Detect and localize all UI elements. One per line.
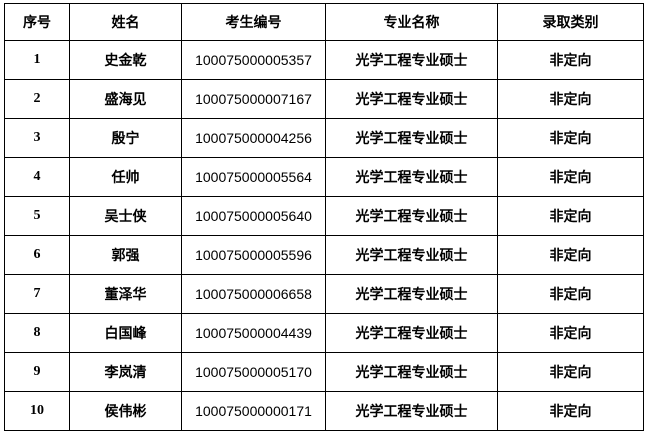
cell-name: 李岚清	[69, 352, 182, 392]
header-name: 姓名	[69, 3, 182, 41]
cell-name: 郭强	[69, 235, 182, 275]
table-row: 8 白国峰 100075000004439 光学工程专业硕士 非定向	[4, 313, 644, 353]
cell-major: 光学工程专业硕士	[325, 274, 498, 314]
cell-id: 100075000005564	[181, 157, 326, 197]
cell-name: 白国峰	[69, 313, 182, 353]
cell-type: 非定向	[497, 352, 644, 392]
table-row: 1 史金乾 100075000005357 光学工程专业硕士 非定向	[4, 40, 644, 80]
header-row: 序号 姓名 考生编号 专业名称 录取类别	[4, 3, 644, 41]
cell-name: 史金乾	[69, 40, 182, 80]
cell-type: 非定向	[497, 118, 644, 158]
header-id: 考生编号	[181, 3, 326, 41]
table-row: 9 李岚清 100075000005170 光学工程专业硕士 非定向	[4, 352, 644, 392]
table-row: 6 郭强 100075000005596 光学工程专业硕士 非定向	[4, 235, 644, 275]
table-row: 4 任帅 100075000005564 光学工程专业硕士 非定向	[4, 157, 644, 197]
cell-major: 光学工程专业硕士	[325, 313, 498, 353]
cell-major: 光学工程专业硕士	[325, 391, 498, 431]
cell-name: 任帅	[69, 157, 182, 197]
cell-type: 非定向	[497, 313, 644, 353]
cell-id: 100075000004256	[181, 118, 326, 158]
header-major: 专业名称	[325, 3, 498, 41]
table-row: 5 吴士侠 100075000005640 光学工程专业硕士 非定向	[4, 196, 644, 236]
cell-no: 6	[4, 235, 70, 275]
cell-id: 100075000005640	[181, 196, 326, 236]
cell-no: 10	[4, 391, 70, 431]
cell-type: 非定向	[497, 235, 644, 275]
header-no: 序号	[4, 3, 70, 41]
cell-major: 光学工程专业硕士	[325, 235, 498, 275]
cell-major: 光学工程专业硕士	[325, 196, 498, 236]
cell-no: 9	[4, 352, 70, 392]
cell-type: 非定向	[497, 274, 644, 314]
cell-no: 7	[4, 274, 70, 314]
cell-name: 殷宁	[69, 118, 182, 158]
cell-major: 光学工程专业硕士	[325, 79, 498, 119]
cell-major: 光学工程专业硕士	[325, 118, 498, 158]
cell-name: 董泽华	[69, 274, 182, 314]
cell-no: 5	[4, 196, 70, 236]
cell-no: 4	[4, 157, 70, 197]
header-type: 录取类别	[497, 3, 644, 41]
table-row: 3 殷宁 100075000004256 光学工程专业硕士 非定向	[4, 118, 644, 158]
table-row: 2 盛海见 100075000007167 光学工程专业硕士 非定向	[4, 79, 644, 119]
cell-id: 100075000005596	[181, 235, 326, 275]
cell-type: 非定向	[497, 40, 644, 80]
admission-table: 序号 姓名 考生编号 专业名称 录取类别 1 史金乾 100075000005357…	[4, 3, 644, 431]
cell-major: 光学工程专业硕士	[325, 352, 498, 392]
cell-id: 100075000005170	[181, 352, 326, 392]
cell-name: 吴士侠	[69, 196, 182, 236]
cell-id: 100075000004439	[181, 313, 326, 353]
table-row: 7 董泽华 100075000006658 光学工程专业硕士 非定向	[4, 274, 644, 314]
cell-no: 3	[4, 118, 70, 158]
cell-major: 光学工程专业硕士	[325, 40, 498, 80]
cell-type: 非定向	[497, 391, 644, 431]
cell-no: 1	[4, 40, 70, 80]
cell-id: 100075000000171	[181, 391, 326, 431]
cell-type: 非定向	[497, 157, 644, 197]
cell-name: 盛海见	[69, 79, 182, 119]
cell-name: 侯伟彬	[69, 391, 182, 431]
cell-no: 8	[4, 313, 70, 353]
table-row: 10 侯伟彬 100075000000171 光学工程专业硕士 非定向	[4, 391, 644, 431]
cell-id: 100075000005357	[181, 40, 326, 80]
cell-id: 100075000006658	[181, 274, 326, 314]
cell-major: 光学工程专业硕士	[325, 157, 498, 197]
cell-no: 2	[4, 79, 70, 119]
cell-id: 100075000007167	[181, 79, 326, 119]
cell-type: 非定向	[497, 196, 644, 236]
cell-type: 非定向	[497, 79, 644, 119]
